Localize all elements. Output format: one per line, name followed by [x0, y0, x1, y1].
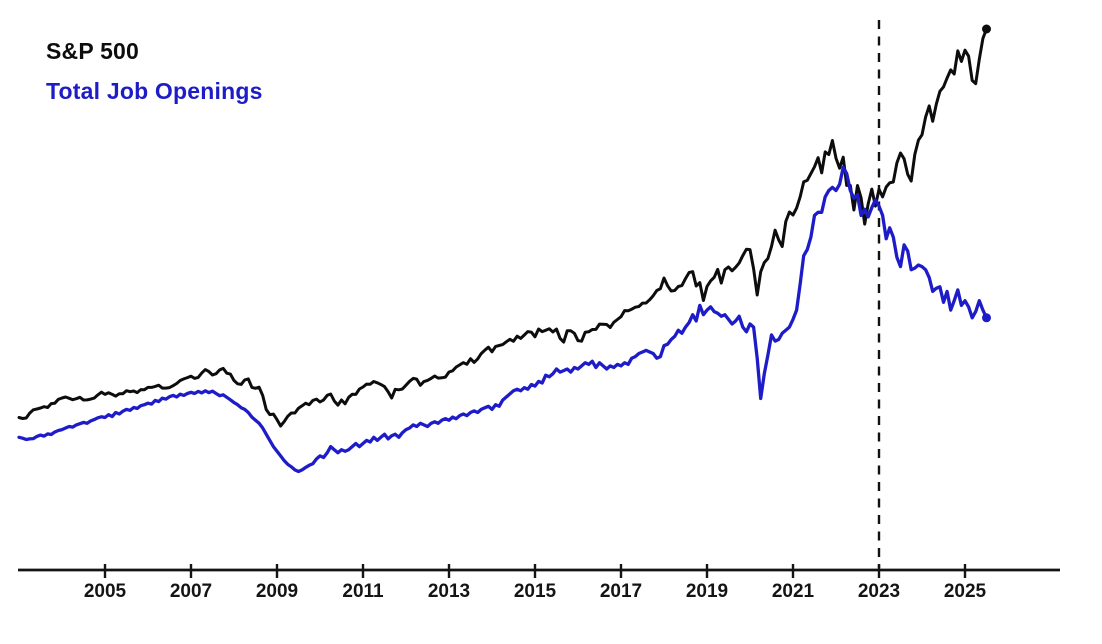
sp500-line [17, 27, 988, 428]
tick-label-2017: 2017 [600, 581, 642, 602]
series-lines [17, 24, 991, 474]
tick-label-2009: 2009 [256, 581, 298, 602]
x-axis: 2005 2007 2009 2011 2013 2015 2017 2019 … [18, 564, 1060, 602]
legend-sp500-label: S&P 500 [46, 38, 140, 64]
sp500-endpoint-dot [982, 24, 991, 34]
tick-label-2023: 2023 [858, 581, 900, 602]
legend-job-openings-label: Total Job Openings [46, 78, 263, 104]
tick-label-2007: 2007 [170, 581, 212, 602]
tick-label-2013: 2013 [428, 581, 470, 602]
x-axis-tick-labels: 2005 2007 2009 2011 2013 2015 2017 2019 … [84, 581, 987, 602]
tick-label-2011: 2011 [342, 581, 384, 602]
legend: S&P 500 Total Job Openings [46, 40, 263, 103]
job-openings-line [17, 165, 989, 474]
tick-label-2019: 2019 [686, 581, 728, 602]
tick-label-2005: 2005 [84, 581, 127, 602]
tick-label-2015: 2015 [514, 581, 557, 602]
x-axis-ticks [103, 564, 967, 578]
job-openings-endpoint-dot [982, 313, 991, 323]
tick-label-2021: 2021 [772, 581, 815, 602]
tick-label-2025: 2025 [944, 581, 987, 602]
